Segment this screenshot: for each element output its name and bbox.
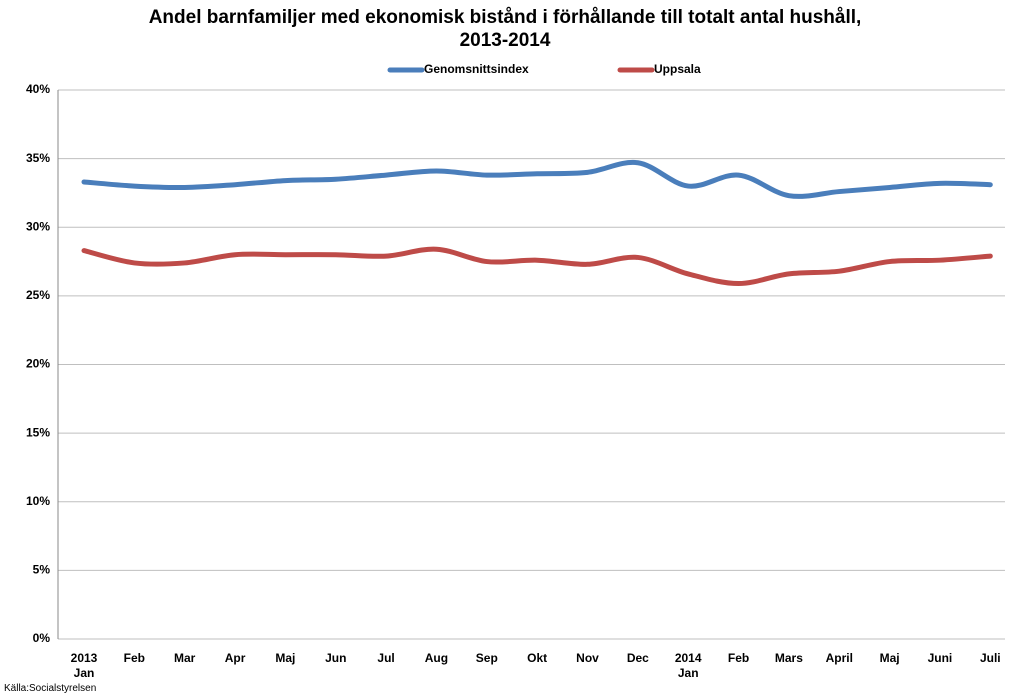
x-tick-label: 2014 Jan [674,651,702,680]
line [81,246,993,287]
x-tick-label: Okt [527,651,548,665]
x-tick-label: Nov [576,651,599,665]
y-tick-label: 20% [26,357,50,371]
x-tick-label: Maj [275,651,296,665]
y-tick-label: 30% [26,219,50,233]
y-tick-label: 5% [33,563,51,577]
x-tick-label: Aug [424,651,449,665]
y-tick-label: 0% [33,631,51,645]
x-tick-label: Dec [626,651,649,665]
x-tick-label: Jul [377,651,395,665]
y-tick-label: 35% [26,151,50,165]
x-tick-label: Sep [475,651,498,665]
x-tick-label: Juni [927,651,953,665]
x-tick-label: Feb [123,651,146,665]
x-tick-label: Jun [325,651,347,665]
source: Källa:Socialstyrelsen [4,683,97,694]
legend-label: Uppsala [654,62,701,76]
y-tick-label: 10% [26,494,50,508]
y-tick-label: 15% [26,425,50,439]
chart-title: Andel barnfamiljer med ekonomisk bistånd… [148,7,862,51]
x-tick-label: 2013 Jan [70,651,98,680]
y-tick-label: 40% [26,82,50,96]
y-tick-label: 25% [26,288,50,302]
line [81,159,993,199]
x-tick-label: Mar [174,651,196,665]
x-tick-label: Juli [979,651,1001,665]
x-tick-label: Apr [224,651,246,665]
x-tick-label: April [825,651,853,665]
x-tick-label: Maj [879,651,900,665]
x-tick-label: Mars [774,651,803,665]
legend-label: Genomsnittsindex [424,62,529,76]
x-tick-label: Feb [727,651,750,665]
